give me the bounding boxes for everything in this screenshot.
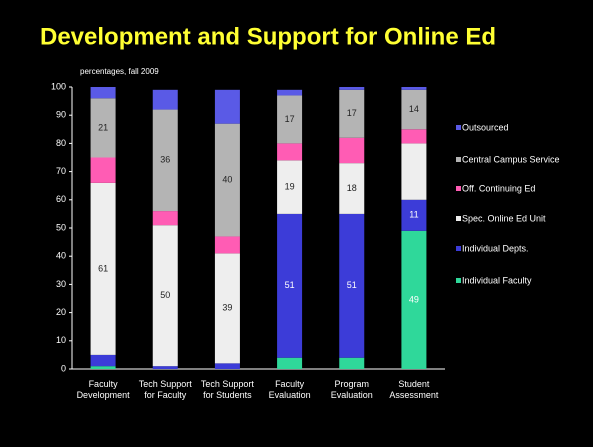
y-tick-label: 60 (56, 194, 66, 204)
chart-subtitle: percentages, fall 2009 (80, 67, 159, 76)
legend-label: Spec. Online Ed Unit (462, 213, 546, 223)
x-tick-label: Student Assessment (389, 379, 439, 400)
bar-segment (277, 95, 303, 144)
x-tick-label: Faculty Evaluation (269, 379, 311, 400)
bar-segment (152, 366, 178, 369)
data-label: 18 (347, 183, 357, 193)
bar-segment (277, 213, 303, 358)
y-tick-label: 20 (56, 307, 66, 317)
bar-segment (214, 123, 240, 237)
y-tick-label: 50 (56, 222, 66, 232)
data-label: 17 (347, 108, 357, 118)
bar-segment (401, 143, 427, 200)
legend-swatch (456, 216, 461, 221)
bar-segment (401, 89, 427, 130)
legend-label: Central Campus Service (462, 154, 560, 164)
bar-segment (90, 366, 116, 369)
bar-segment (152, 211, 178, 226)
y-tick-label: 40 (56, 251, 66, 261)
chart-title: Development and Support for Online Ed (40, 23, 496, 50)
legend-label: Individual Depts. (462, 243, 529, 253)
bar-segment (90, 182, 116, 355)
bar-segment (152, 109, 178, 212)
y-tick-label: 70 (56, 166, 66, 176)
data-label: 17 (285, 114, 295, 124)
x-tick-label: Program Evaluation (331, 379, 373, 400)
x-tick-label: Tech Support for Students (201, 379, 255, 400)
bar-segment (339, 213, 365, 358)
legend-label: Outsourced (462, 122, 509, 132)
y-tick-label: 80 (56, 138, 66, 148)
x-tick-label: Tech Support for Faculty (139, 379, 193, 400)
bar-segment (277, 160, 303, 214)
data-label: 21 (98, 122, 108, 132)
bar-segment (214, 236, 240, 254)
bar-segment (339, 89, 365, 138)
y-tick-label: 30 (56, 279, 66, 289)
y-tick-label: 90 (56, 110, 66, 120)
data-label: 36 (160, 155, 170, 165)
legend-swatch (456, 125, 461, 130)
x-tick-label: Faculty Development (77, 379, 131, 400)
bar-segment (339, 137, 365, 164)
data-label: 40 (222, 174, 232, 184)
legend-swatch (456, 186, 461, 191)
data-label: 51 (347, 280, 357, 290)
y-tick-label: 100 (51, 81, 66, 91)
legend-label: Off. Continuing Ed (462, 183, 535, 193)
bar-segment (214, 89, 240, 124)
bar-segment (90, 157, 116, 183)
y-tick-label: 0 (61, 363, 66, 373)
data-label: 49 (409, 294, 419, 304)
bar-segment (401, 199, 427, 231)
legend-label: Individual Faculty (462, 275, 532, 285)
bar-segment (339, 357, 365, 369)
data-label: 39 (222, 303, 232, 313)
bar-segment (277, 89, 303, 96)
bar-segment (339, 163, 365, 214)
bar-segment (152, 89, 178, 110)
bar-segment (214, 363, 240, 369)
legend-swatch (456, 246, 461, 251)
data-label: 14 (409, 104, 419, 114)
data-label: 11 (409, 210, 418, 220)
data-label: 61 (98, 263, 108, 273)
legend-swatch (456, 157, 461, 162)
data-label: 50 (160, 290, 170, 300)
bar-segment (90, 354, 116, 367)
bar-segment (90, 87, 116, 99)
bar-segment (277, 143, 303, 161)
bar-segment (401, 87, 427, 90)
data-label: 51 (285, 280, 295, 290)
bar-segment (90, 98, 116, 158)
data-label: 19 (285, 181, 295, 191)
legend-swatch (456, 278, 461, 283)
bar-segment (152, 225, 178, 367)
y-tick-label: 10 (56, 335, 66, 345)
bar-segment (401, 129, 427, 144)
bar-segment (277, 357, 303, 369)
bar-segment (214, 253, 240, 364)
bar-segment (401, 230, 427, 369)
bar-segment (339, 87, 365, 90)
